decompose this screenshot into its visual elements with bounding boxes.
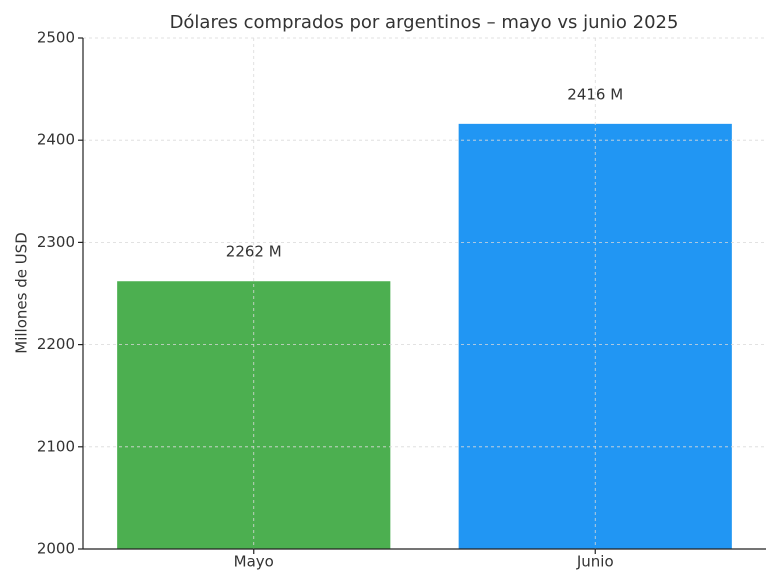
y-tick-label: 2400: [37, 131, 75, 149]
chart-title: Dólares comprados por argentinos – mayo …: [170, 12, 679, 33]
value-label: 2262 M: [226, 243, 282, 261]
bar: [117, 281, 391, 549]
y-tick-label: 2000: [37, 540, 75, 558]
x-tick-label: Junio: [576, 553, 614, 571]
y-axis-label: Millones de USD: [13, 232, 31, 354]
y-tick-label: 2500: [37, 29, 75, 47]
y-tick-label: 2200: [37, 335, 75, 353]
x-tick-label: Mayo: [234, 553, 274, 571]
y-tick-label: 2300: [37, 233, 75, 251]
y-tick-label: 2100: [37, 437, 75, 455]
bar: [458, 123, 732, 550]
